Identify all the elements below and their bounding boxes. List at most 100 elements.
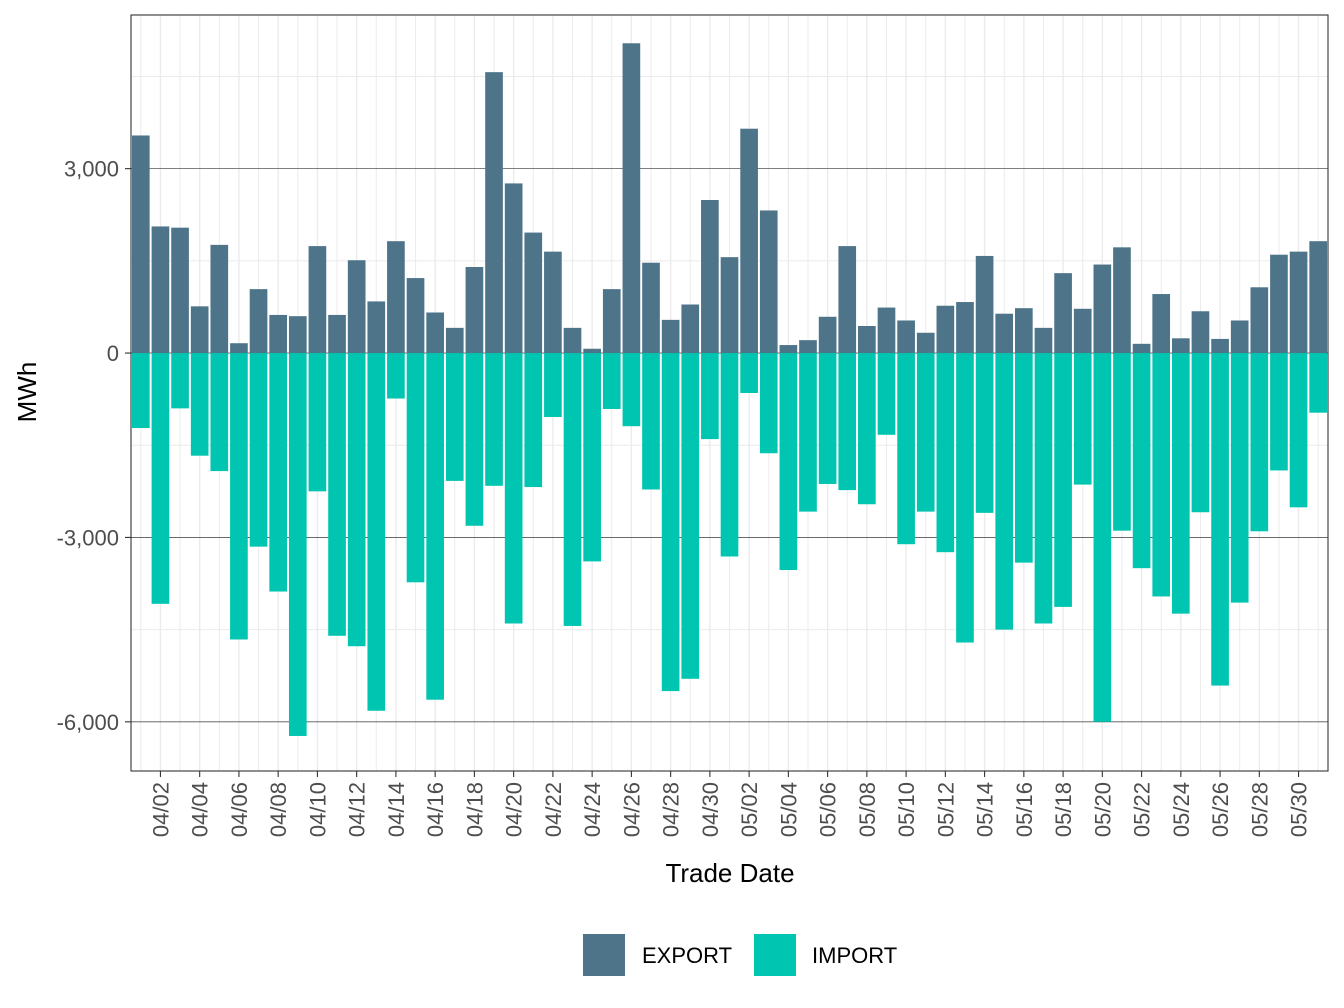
bar-import-05-05 [799, 353, 817, 512]
bar-export-04-23 [563, 327, 582, 354]
bar-import-05-18 [1054, 353, 1072, 607]
bar-import-05-17 [1034, 353, 1053, 624]
bar-import-05-08 [858, 353, 876, 505]
bar-import-04-21 [524, 353, 543, 488]
bar-export-04-26 [622, 43, 641, 354]
bar-export-05-31 [1309, 241, 1328, 354]
x-tick-label: 04/02 [148, 782, 173, 837]
bar-import-04-24 [583, 353, 601, 562]
x-tick-label: 04/10 [305, 782, 330, 837]
bar-export-05-29 [1270, 254, 1288, 354]
bar-export-05-18 [1054, 273, 1072, 354]
bar-export-04-22 [544, 251, 562, 354]
bar-import-05-02 [740, 353, 758, 393]
bar-export-05-15 [995, 313, 1014, 354]
bar-import-04-12 [347, 353, 366, 647]
x-tick-label: 04/06 [227, 782, 252, 837]
bar-export-04-29 [681, 304, 700, 354]
bar-import-04-20 [504, 353, 523, 624]
bar-export-04-02 [151, 226, 170, 354]
bar-export-04-11 [328, 314, 346, 354]
panel-border [130, 14, 1329, 772]
bar-import-05-20 [1093, 353, 1112, 722]
bar-import-04-07 [249, 353, 268, 547]
bar-import-05-04 [779, 353, 798, 571]
bar-import-05-31 [1309, 353, 1328, 413]
bar-export-05-22 [1132, 343, 1151, 354]
bar-import-05-19 [1073, 353, 1092, 485]
bar-export-04-19 [485, 72, 503, 354]
x-tick-label: 05/04 [776, 782, 801, 837]
y-tick-label: -6,000 [57, 710, 119, 735]
bar-export-04-04 [190, 306, 209, 354]
bar-import-05-10 [897, 353, 915, 545]
y-tick-label: 3,000 [64, 157, 119, 182]
bar-export-05-16 [1015, 308, 1033, 354]
bar-export-04-24 [583, 348, 601, 354]
bar-import-05-24 [1171, 353, 1190, 614]
x-axis: 04/02 04/04 04/06 04/08 04/10 04/12 04/14 04/16… [148, 771, 1312, 837]
x-tick-label: 05/12 [933, 782, 958, 837]
bar-import-04-10 [308, 353, 327, 492]
bar-export-04-09 [288, 316, 307, 354]
x-tick-label: 05/30 [1287, 782, 1312, 837]
x-tick-label: 05/08 [855, 782, 880, 837]
bar-import-05-30 [1289, 353, 1308, 508]
x-tick-label: 04/14 [384, 782, 409, 837]
x-tick-label: 05/26 [1208, 782, 1233, 837]
y-tick-label: 0 [107, 341, 119, 366]
bar-import-04-02 [151, 353, 170, 604]
bar-import-04-08 [269, 353, 288, 592]
bar-import-04-06 [230, 353, 248, 640]
bar-export-05-06 [818, 316, 837, 354]
bar-export-05-23 [1152, 294, 1171, 354]
bar-import-04-27 [642, 353, 660, 490]
bar-import-05-09 [877, 353, 896, 435]
x-tick-label: 05/22 [1130, 782, 1155, 837]
bar-export-04-21 [524, 232, 543, 354]
x-tick-label: 05/10 [894, 782, 919, 837]
x-tick-label: 05/28 [1247, 782, 1272, 837]
bar-import-05-11 [916, 353, 935, 512]
bar-export-05-25 [1191, 311, 1210, 354]
x-tick-label: 05/20 [1090, 782, 1115, 837]
bar-import-05-21 [1113, 353, 1131, 531]
x-tick-label: 04/04 [188, 782, 213, 837]
bar-export-04-05 [210, 244, 229, 354]
bar-import-04-11 [328, 353, 346, 636]
bar-import-05-25 [1191, 353, 1210, 513]
y-axis: -6,000 -3,000 0 3,000 [57, 157, 131, 735]
bar-import-04-17 [445, 353, 464, 481]
bar-export-05-19 [1073, 308, 1092, 354]
bar-import-04-18 [465, 353, 484, 526]
bar-import-04-09 [288, 353, 307, 736]
bar-export-05-17 [1034, 327, 1053, 354]
y-tick-label: -3,000 [57, 525, 119, 550]
bar-export-05-11 [916, 332, 935, 354]
bar-export-05-09 [877, 307, 896, 354]
bar-import-05-14 [975, 353, 994, 513]
bar-export-05-10 [897, 320, 915, 354]
bar-export-04-10 [308, 246, 327, 354]
legend-label-import: IMPORT [812, 943, 897, 968]
bar-export-04-25 [602, 289, 621, 354]
x-tick-label: 04/28 [659, 782, 684, 837]
bar-import-04-26 [622, 353, 641, 427]
bar-import-05-23 [1152, 353, 1171, 597]
bar-export-05-21 [1113, 247, 1131, 354]
bar-export-04-03 [171, 227, 189, 354]
bar-import-04-14 [387, 353, 405, 399]
bar-import-05-29 [1270, 353, 1288, 471]
bar-import-04-22 [544, 353, 562, 417]
bar-export-04-12 [347, 260, 366, 354]
bar-import-05-26 [1211, 353, 1229, 686]
bar-import-04-13 [367, 353, 386, 711]
x-tick-label: 04/26 [619, 782, 644, 837]
bar-import-05-03 [759, 353, 778, 454]
x-tick-label: 05/14 [973, 782, 998, 837]
x-tick-label: 04/16 [423, 782, 448, 837]
bar-export-05-26 [1211, 338, 1229, 354]
x-tick-label: 04/08 [266, 782, 291, 837]
bar-import-05-27 [1230, 353, 1249, 603]
